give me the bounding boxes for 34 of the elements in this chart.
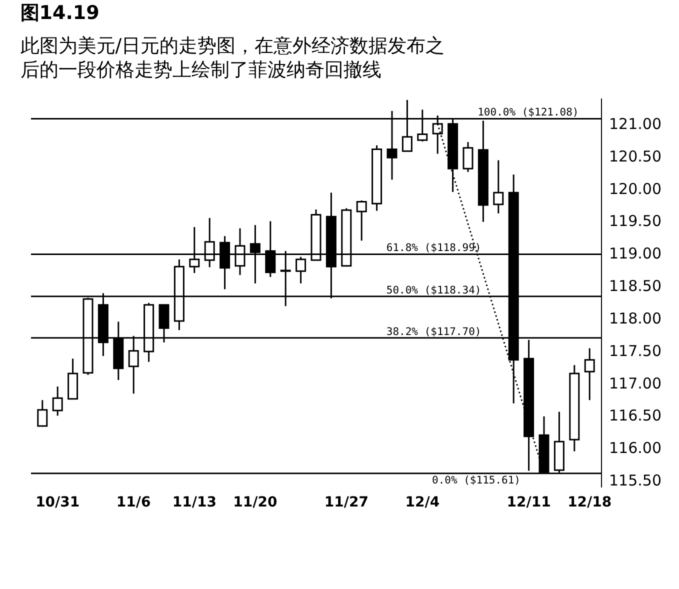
y-tick-label: 120.50 — [609, 147, 662, 166]
candlestick — [356, 200, 367, 242]
x-tick-label: 12/11 — [506, 494, 551, 510]
candlestick — [296, 256, 306, 284]
y-tick-label: 117.50 — [609, 342, 662, 360]
ref-line-label: 0.0% ($115.61) — [432, 474, 521, 486]
x-tick-label: 11/27 — [324, 494, 368, 510]
candlestick — [462, 141, 474, 173]
candlestick — [37, 399, 48, 428]
candlestick — [493, 159, 504, 214]
chart-subtitle: 此图为美元/日元的走势图，在意外经济数据发布之后的一段价格走势上绘制了菲波纳奇回撤线 — [20, 35, 445, 81]
ref-line-label: 50.0% ($118.34) — [386, 284, 482, 296]
y-tick-label: 118.50 — [609, 277, 662, 296]
y-tick-label: 118.00 — [609, 309, 662, 328]
y-tick-label: 120.00 — [609, 180, 662, 198]
y-tick-label: 116.00 — [609, 439, 662, 458]
y-tick-label: 121.00 — [609, 114, 662, 133]
ref-line-label: 38.2% ($117.70) — [386, 326, 482, 338]
x-tick-label: 10/31 — [36, 494, 80, 510]
y-tick-label: 119.50 — [609, 212, 662, 230]
candlestick — [52, 386, 63, 416]
candlestick — [584, 348, 595, 401]
x-tick-label: 11/20 — [233, 494, 278, 510]
ref-line-label: 100.0% ($121.08) — [478, 106, 579, 119]
x-tick-label: 11/6 — [116, 494, 151, 510]
ref-line-label: 61.8% ($118.99) — [386, 242, 482, 254]
y-tick-label: 119.00 — [609, 244, 662, 263]
y-tick-label: 116.50 — [609, 406, 662, 425]
chart-title: 图14.19 — [20, 2, 100, 24]
x-tick-label: 12/4 — [405, 494, 440, 510]
y-tick-label: 117.00 — [609, 374, 662, 392]
x-tick-label: 11/13 — [172, 494, 216, 510]
y-tick-label: 115.50 — [609, 472, 662, 490]
x-tick-label: 12/18 — [568, 494, 612, 510]
